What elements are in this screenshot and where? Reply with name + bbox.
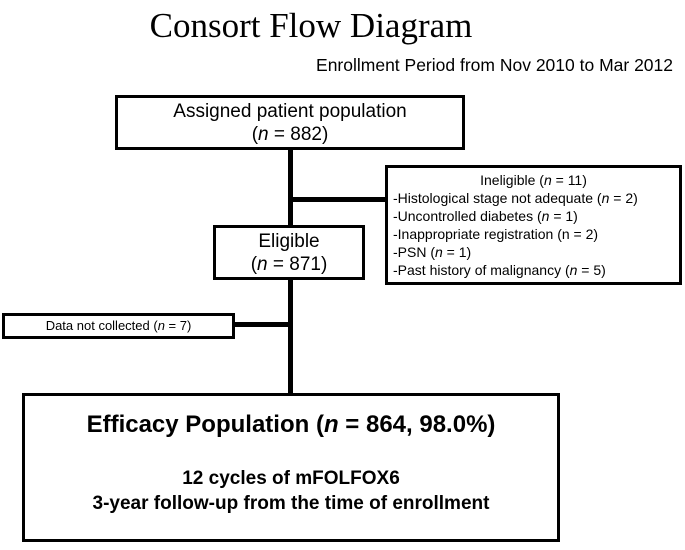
connector-assigned-to-eligible [288, 149, 293, 227]
assigned-population-line1: Assigned patient population [173, 101, 407, 122]
connector-eligible-to-efficacy [288, 279, 293, 395]
efficacy-title: Efficacy Population (n = 864, 98.0%) [86, 411, 496, 438]
efficacy-line-followup: 3-year follow-up from the time of enroll… [92, 493, 490, 514]
assigned-population-count: (n = 882) [251, 124, 329, 145]
ineligible-item-malignancy: -Past history of malignancy (n = 5) [393, 262, 606, 278]
ineligible-item-registration: -Inappropriate registration (n = 2) [393, 226, 599, 242]
ineligible-item-psn: -PSN (n = 1) [393, 244, 472, 260]
efficacy-details: 12 cycles of mFOLFOX6 3-year follow-up f… [25, 466, 557, 516]
ineligible-item-diabetes: -Uncontrolled diabetes (n = 1) [393, 208, 578, 224]
ineligible-title: Ineligible (n = 11) [480, 172, 587, 188]
efficacy-population-box: Efficacy Population (n = 864, 98.0%) 12 … [22, 393, 560, 542]
eligible-line1: Eligible [258, 231, 320, 252]
ineligible-item-histological: -Histological stage not adequate (n = 2) [393, 190, 638, 206]
efficacy-line-cycles: 12 cycles of mFOLFOX6 [182, 468, 400, 489]
eligible-count: (n = 871) [250, 254, 328, 275]
eligible-box: Eligible (n = 871) [213, 225, 365, 280]
assigned-population-box: Assigned patient population (n = 882) [115, 95, 465, 150]
data-not-collected-box: Data not collected (n = 7) [2, 313, 235, 339]
enrollment-period-label: Enrollment Period from Nov 2010 to Mar 2… [316, 55, 673, 75]
ineligible-box: Ineligible (n = 11) -Histological stage … [385, 165, 682, 285]
diagram-title: Consort Flow Diagram [149, 6, 473, 45]
connector-ineligible-branch [291, 197, 387, 202]
data-not-collected-label: Data not collected (n = 7) [45, 318, 192, 333]
connector-data-not-collected-branch [233, 322, 290, 327]
